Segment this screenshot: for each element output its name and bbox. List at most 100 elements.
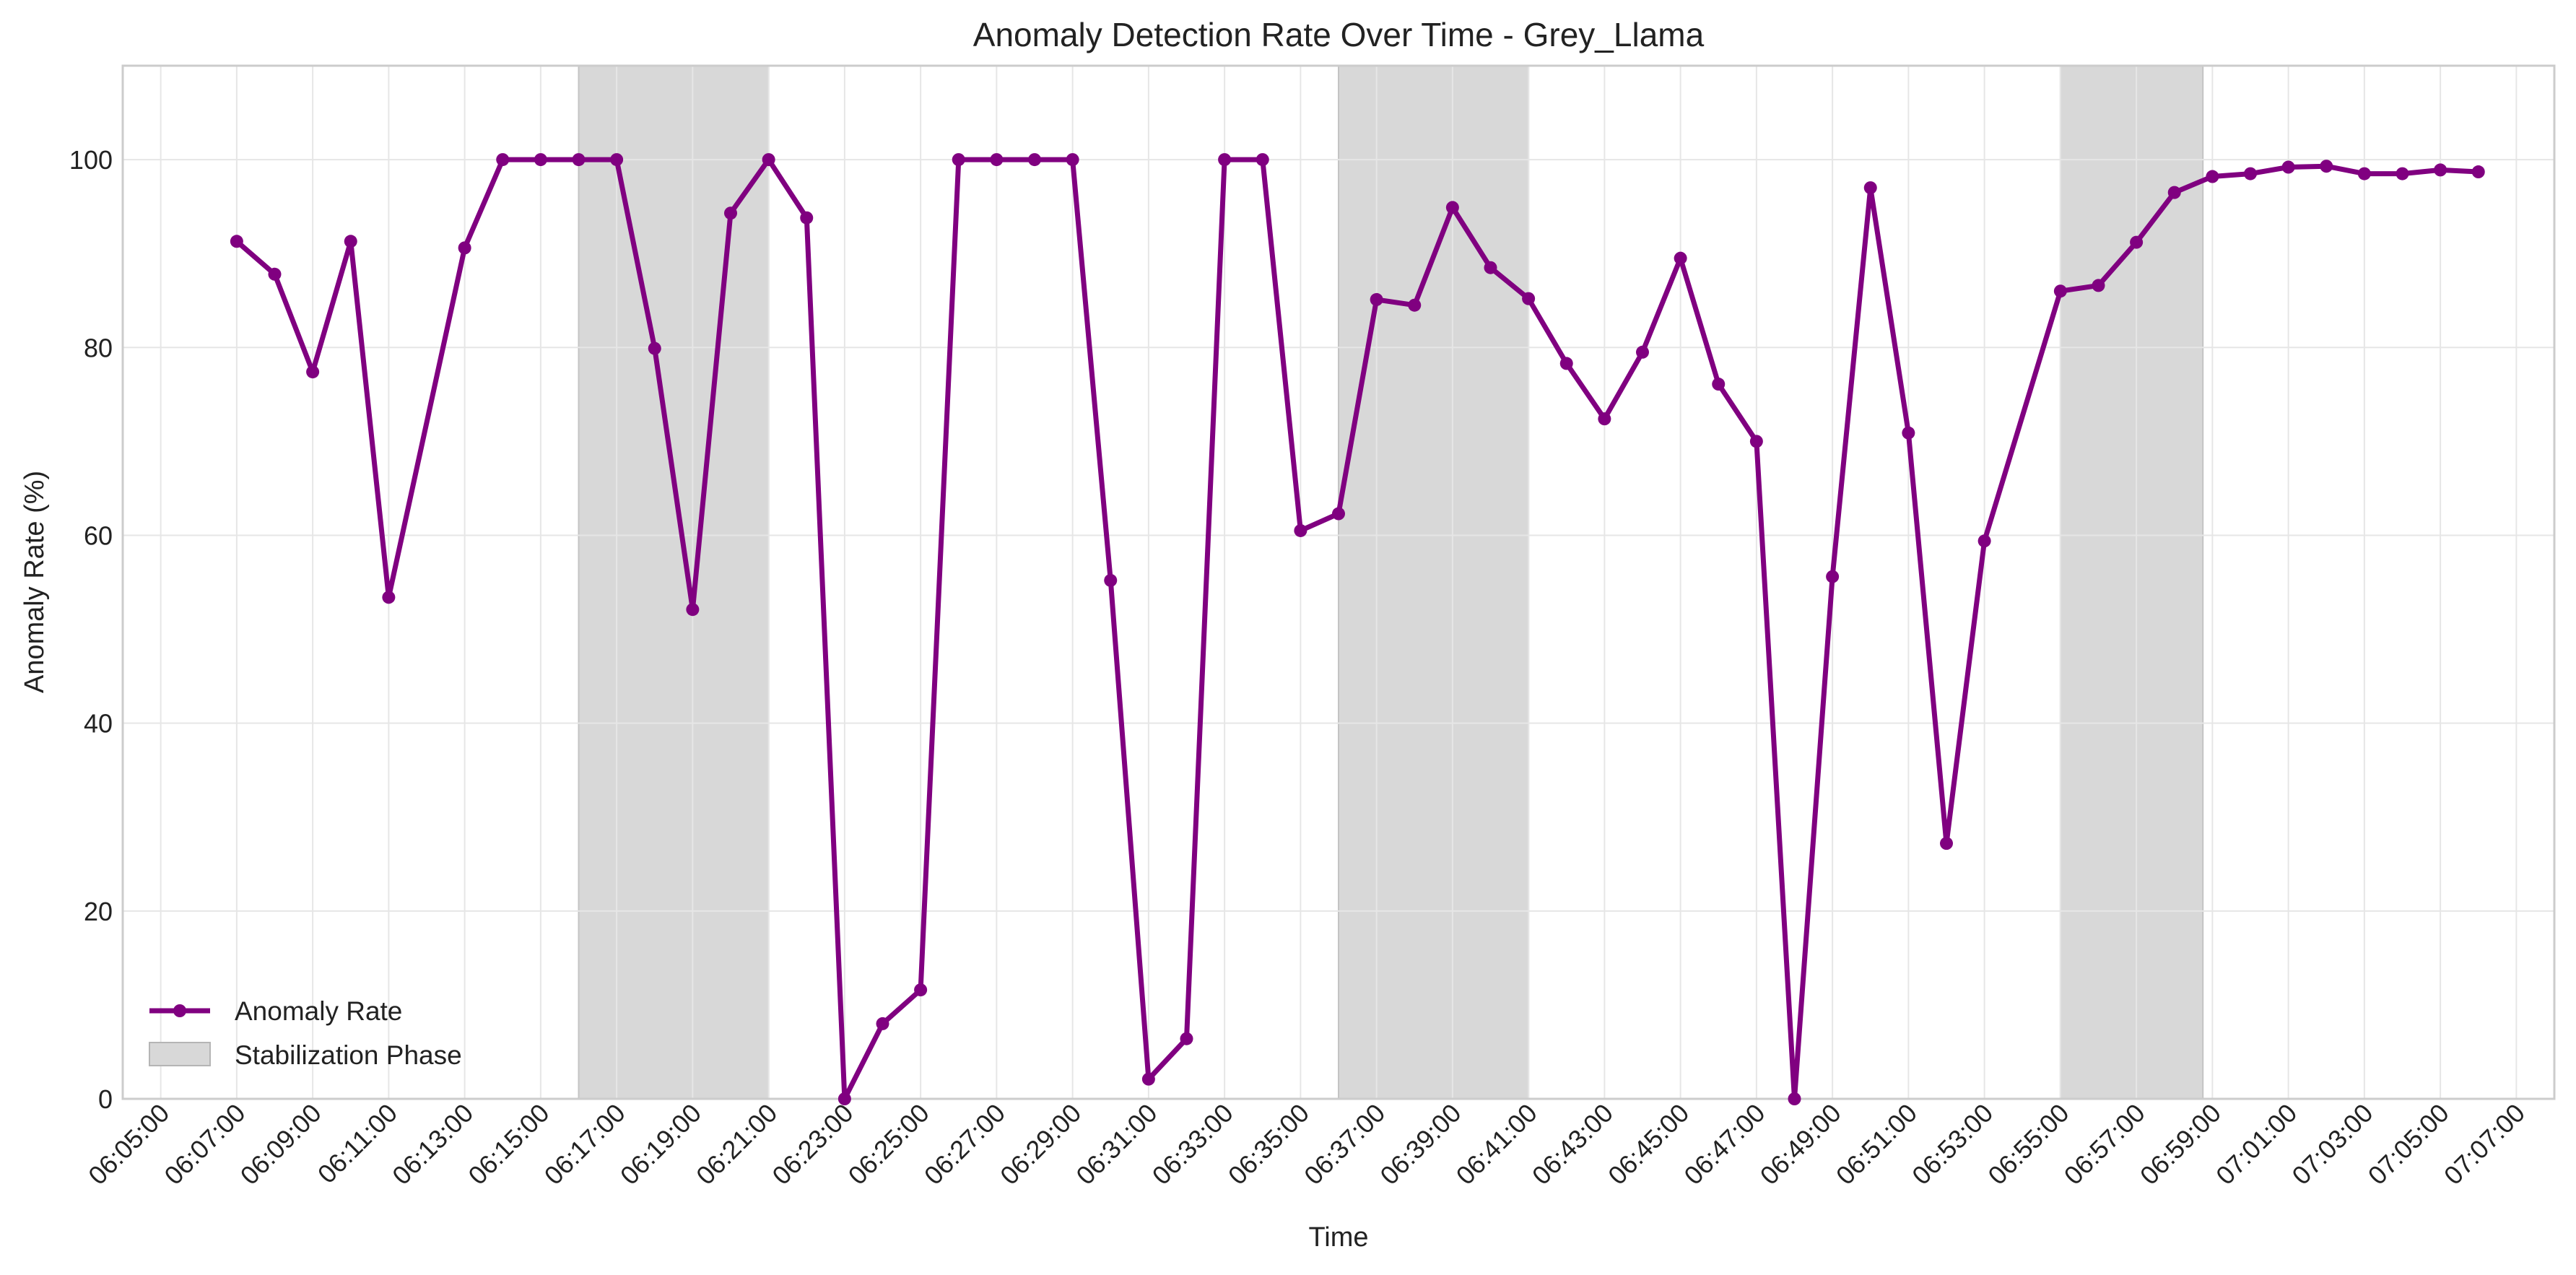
data-point: [1522, 292, 1536, 305]
x-tick-label: 06:07:00: [158, 1098, 251, 1191]
data-point: [1749, 435, 1763, 448]
x-tick-label: 06:29:00: [994, 1098, 1087, 1191]
data-point: [2206, 170, 2219, 183]
x-tick-label: 07:07:00: [2438, 1098, 2531, 1191]
x-tick-label: 06:13:00: [386, 1098, 479, 1191]
x-tick-label: 06:49:00: [1754, 1098, 1847, 1191]
data-point: [1940, 837, 1953, 850]
data-point: [1826, 570, 1840, 583]
x-tick-label: 06:23:00: [766, 1098, 858, 1191]
data-point: [1104, 573, 1118, 587]
x-tick-label: 06:09:00: [235, 1098, 327, 1191]
legend-marker-swatch: [173, 1004, 186, 1017]
x-tick-label: 06:53:00: [1906, 1098, 1998, 1191]
data-point: [268, 267, 282, 281]
data-point: [1902, 426, 1915, 440]
data-point: [648, 341, 661, 355]
x-tick-label: 07:01:00: [2210, 1098, 2302, 1191]
x-tick-label: 06:59:00: [2134, 1098, 2227, 1191]
data-point: [1028, 153, 1041, 167]
data-point: [1370, 292, 1383, 306]
y-tick-label: 0: [98, 1084, 113, 1114]
data-point: [724, 206, 737, 220]
x-tick-label: 06:21:00: [690, 1098, 783, 1191]
y-tick-label: 40: [84, 709, 113, 739]
chart-title: Anomaly Detection Rate Over Time - Grey_…: [973, 16, 1705, 53]
data-point: [1332, 507, 1345, 521]
series-line-anomaly-rate: [234, 157, 2481, 1102]
x-tick-label: 06:27:00: [918, 1098, 1011, 1191]
data-point: [496, 153, 510, 167]
legend: Anomaly Rate Stabilization Phase: [149, 996, 462, 1070]
data-point: [2357, 167, 2371, 180]
data-point: [914, 983, 928, 997]
anomaly-rate-series: [230, 153, 2485, 1105]
x-axis-ticks: 06:05:0006:07:0006:09:0006:11:0006:13:00…: [82, 1098, 2531, 1191]
data-point: [1674, 251, 1687, 265]
x-tick-label: 06:51:00: [1830, 1098, 1923, 1191]
data-point: [534, 153, 547, 167]
x-tick-label: 06:45:00: [1602, 1098, 1694, 1191]
x-tick-label: 06:15:00: [462, 1098, 554, 1191]
plot-frame: [121, 64, 2556, 1100]
x-tick-label: 06:25:00: [843, 1098, 935, 1191]
stabilization-region-3: [2059, 65, 2204, 1100]
data-point: [800, 211, 814, 225]
x-tick-label: 06:11:00: [312, 1098, 403, 1189]
data-point: [2130, 235, 2144, 249]
y-tick-label: 100: [69, 145, 113, 175]
data-point: [2434, 163, 2447, 177]
x-tick-label: 06:17:00: [539, 1098, 631, 1191]
data-point: [610, 153, 624, 167]
data-point: [837, 1092, 851, 1105]
x-tick-label: 06:35:00: [1222, 1098, 1315, 1191]
data-point: [1977, 534, 1991, 548]
data-point: [762, 153, 775, 167]
data-point: [1180, 1032, 1193, 1045]
y-tick-label: 60: [84, 521, 113, 550]
data-point: [876, 1017, 889, 1030]
data-point: [2471, 165, 2485, 179]
data-point: [2396, 167, 2409, 180]
data-point: [1788, 1092, 1801, 1105]
data-point: [2053, 284, 2067, 298]
data-point: [458, 241, 471, 255]
data-point: [1408, 298, 1422, 312]
data-point: [2320, 160, 2333, 173]
y-axis-ticks: 0 20 40 60 80 100: [69, 145, 113, 1114]
x-tick-label: 06:41:00: [1450, 1098, 1543, 1191]
x-tick-label: 06:39:00: [1374, 1098, 1466, 1191]
data-point: [1445, 201, 1459, 214]
data-point: [382, 591, 396, 604]
data-point: [572, 153, 586, 167]
data-point: [230, 235, 243, 248]
x-tick-label: 06:31:00: [1070, 1098, 1162, 1191]
data-point: [952, 153, 965, 167]
data-point: [1712, 378, 1726, 391]
data-point: [990, 153, 1004, 167]
x-tick-label: 07:03:00: [2286, 1098, 2378, 1191]
legend-label-stabilization-phase: Stabilization Phase: [235, 1040, 462, 1070]
x-tick-label: 06:47:00: [1678, 1098, 1770, 1191]
x-tick-label: 06:43:00: [1526, 1098, 1619, 1191]
x-axis-label: Time: [1308, 1222, 1368, 1253]
data-point: [2092, 279, 2105, 292]
x-tick-label: 06:05:00: [82, 1098, 175, 1191]
stabilization-region-2: [1338, 65, 1530, 1100]
data-point: [344, 235, 357, 248]
stabilization-region-1: [578, 65, 770, 1100]
y-tick-label: 20: [84, 897, 113, 926]
x-tick-label: 07:05:00: [2362, 1098, 2455, 1191]
x-tick-label: 06:57:00: [2058, 1098, 2151, 1191]
x-tick-label: 06:33:00: [1146, 1098, 1239, 1191]
x-tick-label: 06:37:00: [1298, 1098, 1391, 1191]
y-axis-label: Anomaly Rate (%): [19, 471, 50, 693]
data-point: [1294, 523, 1307, 537]
data-point: [1484, 261, 1497, 274]
data-point: [1559, 357, 1573, 370]
data-point: [1256, 153, 1269, 167]
data-point: [686, 603, 700, 617]
data-point: [1598, 412, 1611, 426]
data-point: [2167, 186, 2181, 199]
